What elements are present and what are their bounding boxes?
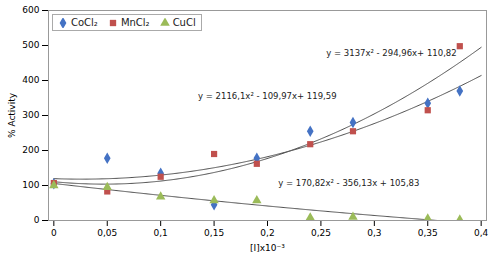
svg-text:0,25: 0,25 bbox=[311, 228, 331, 238]
svg-text:y = 170,82x² - 356,13x + 105,8: y = 170,82x² - 356,13x + 105,83 bbox=[278, 178, 419, 188]
html-text:CoCl₂: CoCl₂ bbox=[71, 17, 98, 28]
svg-text:500: 500 bbox=[22, 40, 39, 50]
svg-text:y = 3137x² - 294,96x+ 110,82: y = 3137x² - 294,96x+ 110,82 bbox=[326, 48, 456, 58]
html-text:MnCl₂: MnCl₂ bbox=[120, 17, 150, 28]
svg-text:600: 600 bbox=[22, 5, 39, 15]
svg-text:0,05: 0,05 bbox=[97, 228, 117, 238]
html-text:CuCl: CuCl bbox=[172, 17, 196, 28]
svg-text:0,1: 0,1 bbox=[154, 228, 168, 238]
svg-text:0,3: 0,3 bbox=[367, 228, 381, 238]
svg-text:300: 300 bbox=[22, 110, 39, 120]
svg-text:0: 0 bbox=[34, 215, 40, 225]
svg-text:[I]x10⁻³: [I]x10⁻³ bbox=[250, 243, 285, 253]
svg-text:100: 100 bbox=[22, 180, 39, 190]
svg-text:400: 400 bbox=[22, 75, 39, 85]
svg-text:y = 2116,1x² - 109,97x+ 119,59: y = 2116,1x² - 109,97x+ 119,59 bbox=[198, 91, 337, 101]
svg-text:0,2: 0,2 bbox=[260, 228, 274, 238]
svg-text:% Activity: % Activity bbox=[7, 92, 17, 138]
svg-text:200: 200 bbox=[22, 145, 39, 155]
svg-text:0,15: 0,15 bbox=[204, 228, 224, 238]
svg-text:0,35: 0,35 bbox=[418, 228, 438, 238]
svg-text:0: 0 bbox=[51, 228, 57, 238]
svg-text:0,4: 0,4 bbox=[474, 228, 489, 238]
